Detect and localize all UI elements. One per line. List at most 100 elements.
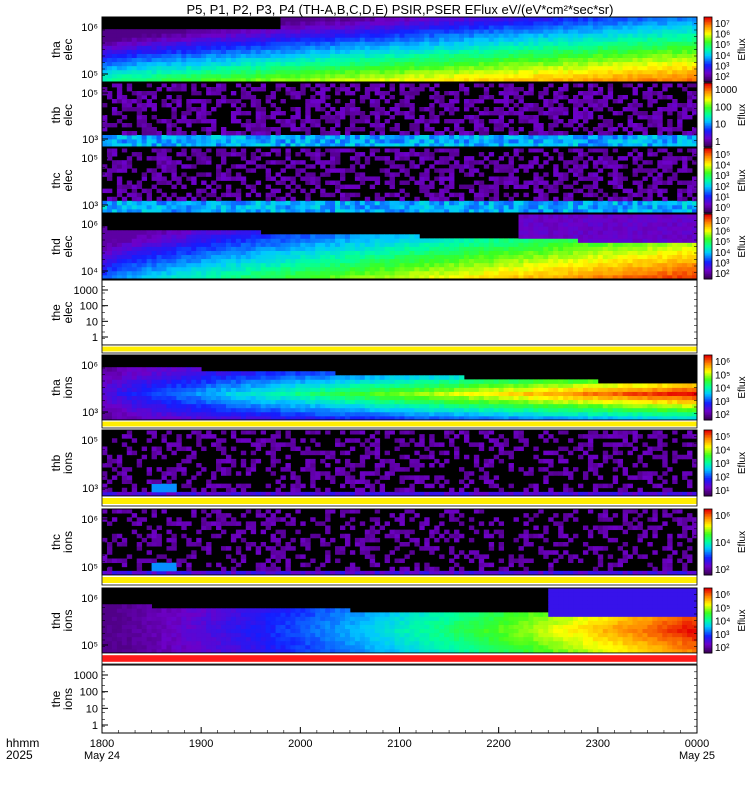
spectrogram-cell bbox=[439, 25, 445, 30]
spectrogram-cell bbox=[672, 25, 678, 30]
spectrogram-cell bbox=[582, 200, 589, 206]
spectrogram-cell bbox=[647, 49, 653, 54]
spectrogram-cell bbox=[250, 53, 257, 59]
spectrogram-cell bbox=[330, 21, 336, 26]
spectrogram-cell bbox=[364, 200, 371, 206]
spectrogram-cell bbox=[677, 73, 683, 79]
spectrogram-cell bbox=[305, 176, 311, 181]
spectrogram-cell bbox=[280, 266, 286, 272]
spectrogram-cell bbox=[558, 17, 564, 22]
spectrogram-cell bbox=[340, 17, 346, 22]
spectrogram-cell bbox=[573, 180, 579, 185]
spectrogram-cell bbox=[553, 143, 559, 148]
spectrogram-cell bbox=[687, 83, 693, 88]
spectrogram-cell bbox=[682, 156, 688, 161]
spectrogram-cell bbox=[379, 254, 386, 260]
spectrogram-cell bbox=[265, 49, 271, 54]
colorbar-segment bbox=[704, 119, 712, 122]
spectrogram-cell bbox=[106, 69, 113, 75]
spectrogram-cell bbox=[508, 135, 514, 140]
spectrogram-cell bbox=[687, 49, 693, 54]
spectrogram-cell bbox=[161, 258, 167, 264]
spectrogram-cell bbox=[394, 127, 400, 132]
colorbar-segment bbox=[704, 185, 712, 188]
spectrogram-cell bbox=[161, 152, 167, 157]
spectrogram-cell bbox=[573, 143, 579, 148]
spectrogram-cell bbox=[295, 29, 301, 34]
spectrogram-cell bbox=[275, 258, 281, 264]
spectrogram-cell bbox=[637, 69, 643, 75]
colorbar-segment bbox=[704, 188, 712, 191]
spectrogram-cell bbox=[102, 188, 108, 194]
colorbar-segment bbox=[704, 17, 712, 20]
spectrogram-cell bbox=[206, 41, 212, 46]
spectrogram-cell bbox=[513, 168, 519, 173]
spectrogram-cell bbox=[131, 188, 138, 194]
spectrogram-cell bbox=[300, 246, 306, 251]
spectrogram-cell bbox=[285, 49, 291, 54]
spectrogram-cell bbox=[290, 188, 296, 194]
spectrogram-cell bbox=[121, 99, 128, 104]
spectrogram-cell bbox=[116, 49, 123, 54]
spectrogram-cell bbox=[657, 200, 663, 206]
spectrogram-cell bbox=[300, 45, 306, 50]
spectrogram-cell bbox=[439, 73, 445, 79]
spectrogram-cell bbox=[300, 160, 306, 165]
spectrogram-cell bbox=[483, 188, 490, 194]
spectrogram-cell bbox=[156, 41, 162, 46]
spectrogram-cell bbox=[320, 21, 326, 26]
spectrogram-cell bbox=[325, 77, 331, 83]
spectrogram-cell bbox=[320, 258, 326, 264]
spectrogram-cell bbox=[300, 127, 306, 132]
colorbar-segment bbox=[704, 182, 712, 185]
spectrogram-cell bbox=[206, 119, 212, 124]
spectrogram-cell bbox=[642, 135, 648, 140]
spectrogram-cell bbox=[305, 21, 311, 26]
spectrogram-cell bbox=[255, 258, 262, 264]
spectrogram-cell bbox=[538, 41, 544, 46]
spectrogram-cell bbox=[642, 69, 648, 75]
spectrogram-cell bbox=[216, 77, 222, 83]
spectrogram-cell bbox=[216, 208, 222, 214]
spectrogram-cell bbox=[151, 103, 157, 108]
spectrogram-cell bbox=[310, 188, 316, 194]
spectrogram-cell bbox=[498, 127, 505, 132]
spectrogram-cell bbox=[612, 148, 619, 153]
spectrogram-cell bbox=[161, 33, 167, 38]
spectrogram-cell bbox=[602, 73, 609, 79]
spectrogram-cell bbox=[191, 119, 197, 124]
spectrogram-cell bbox=[518, 21, 524, 26]
spectrogram-cell bbox=[354, 25, 361, 30]
spectrogram-cell bbox=[548, 21, 554, 26]
spectrogram-cell bbox=[622, 77, 628, 83]
spectrogram-cell bbox=[627, 119, 633, 124]
spectrogram-cell bbox=[121, 107, 128, 112]
spectrogram-cell bbox=[141, 95, 148, 100]
colorbar-segment bbox=[704, 180, 712, 183]
spectrogram-cell bbox=[463, 65, 470, 71]
spectrogram-cell bbox=[374, 91, 381, 96]
spectrogram-cell bbox=[310, 200, 316, 206]
spectrogram-cell bbox=[121, 61, 128, 67]
spectrogram-cell bbox=[354, 234, 361, 239]
spectrogram-cell bbox=[106, 73, 113, 79]
spectrogram-cell bbox=[558, 200, 564, 206]
spectrogram-cell bbox=[454, 29, 460, 34]
spectrogram-cell bbox=[459, 164, 465, 169]
spectrogram-cell bbox=[235, 152, 242, 157]
spectrogram-cell bbox=[176, 77, 182, 83]
spectrogram-cell bbox=[310, 49, 316, 54]
spectrogram-cell bbox=[463, 172, 470, 177]
spectrogram-cell bbox=[106, 274, 113, 280]
spectrogram-cell bbox=[429, 69, 435, 75]
spectrogram-cell bbox=[592, 65, 599, 71]
spectrogram-cell bbox=[627, 208, 633, 214]
spectrogram-cell bbox=[399, 156, 405, 161]
spectrogram-cell bbox=[592, 139, 599, 144]
spectrogram-cell bbox=[662, 204, 668, 210]
spectrogram-cell bbox=[146, 83, 152, 88]
spectrogram-cell bbox=[434, 77, 440, 83]
spectrogram-cell bbox=[364, 143, 371, 148]
spectrogram-cell bbox=[394, 21, 400, 26]
spectrogram-cell bbox=[102, 65, 108, 71]
